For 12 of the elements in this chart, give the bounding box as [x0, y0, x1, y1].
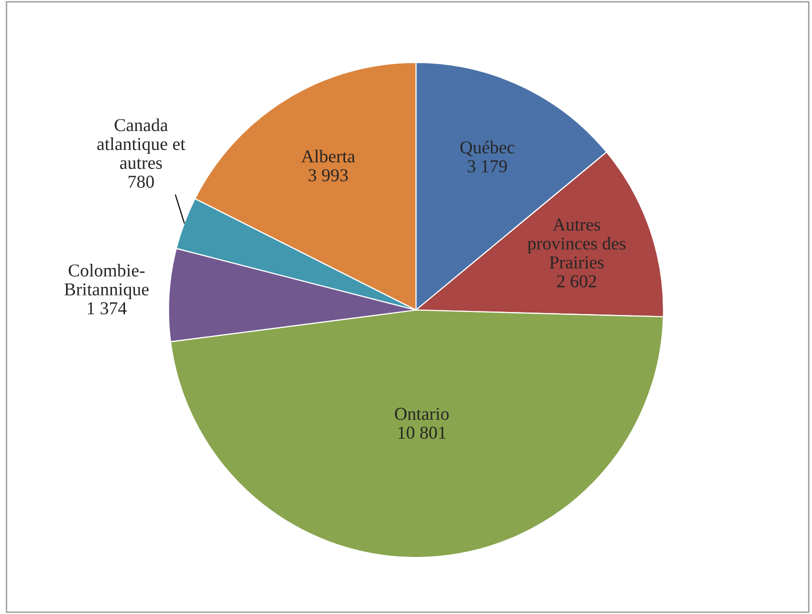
data-label: 3 179 — [468, 160, 507, 172]
data-label: 780 — [128, 176, 154, 188]
slice-label: Ontario — [394, 408, 449, 420]
slice-label: Autres provinces des Prairies — [528, 218, 626, 268]
slice-label: Canada atlantique et autres — [97, 118, 186, 169]
slice-label: Colombie- Britannique — [64, 264, 149, 300]
data-label: 10 801 — [398, 426, 446, 439]
data-label: 2 602 — [557, 275, 596, 288]
slice-label: Québec — [460, 140, 514, 156]
data-label: 1 374 — [88, 302, 127, 314]
data-label: 3 993 — [308, 169, 348, 182]
slice-label: Alberta — [301, 150, 355, 162]
